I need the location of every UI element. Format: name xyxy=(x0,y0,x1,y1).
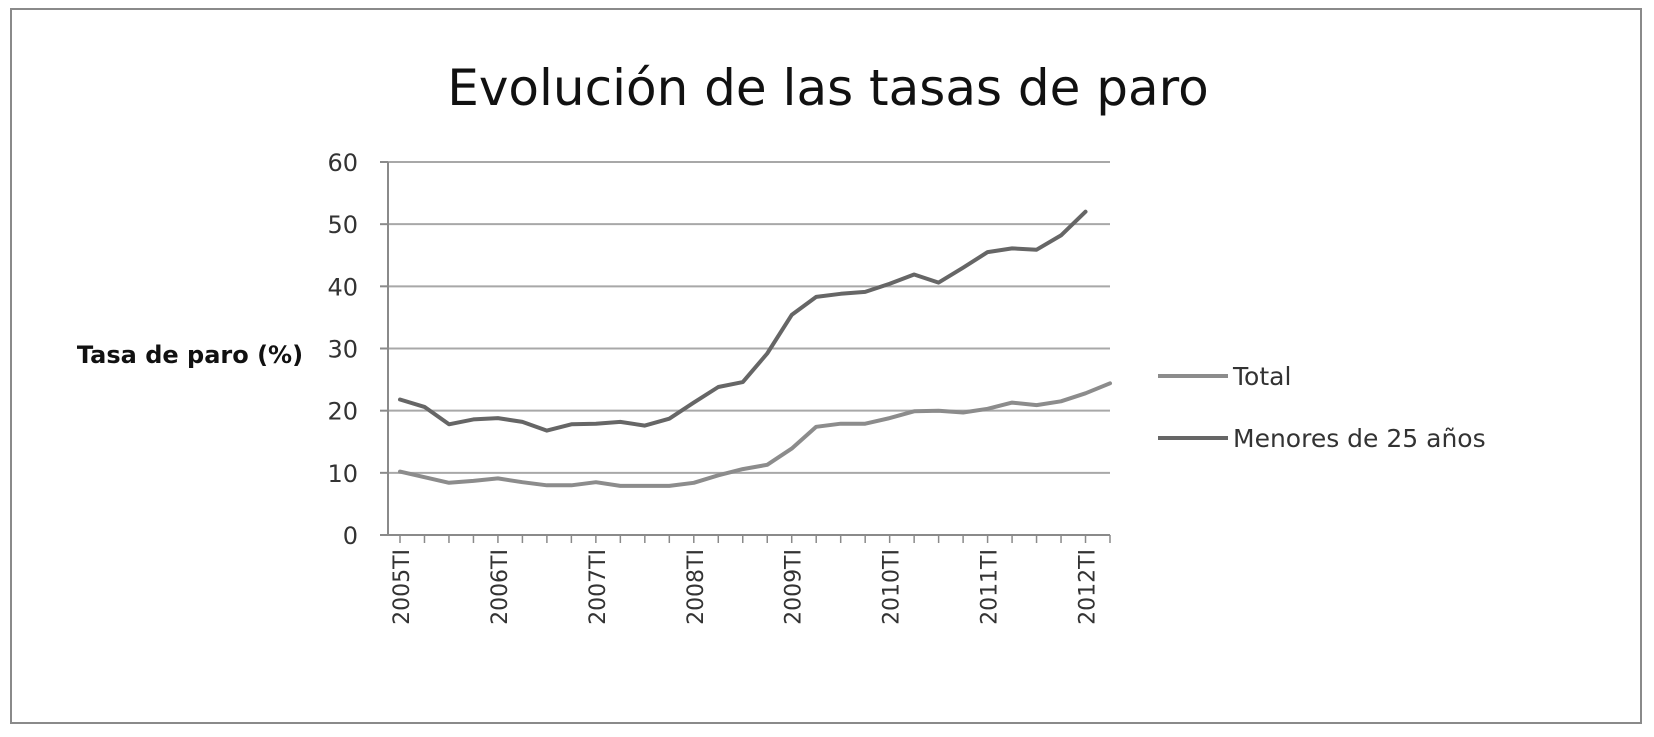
y-tick-label: 0 xyxy=(343,522,358,550)
x-axis-ticks: 2005TI 2006TI 2007TI 2008TI 2009TI 2010TI 2011… xyxy=(390,549,1101,625)
chart-title: Evolución de las tasas de paro xyxy=(447,59,1208,117)
y-tick-label: 40 xyxy=(327,273,358,301)
legend: Total Menores de 25 años xyxy=(1158,362,1486,453)
x-tick-label: 2005TI xyxy=(390,549,415,625)
legend-label: Menores de 25 años xyxy=(1233,424,1486,453)
x-tick-label: 2011TI xyxy=(978,549,1003,625)
x-tick-label: 2009TI xyxy=(782,549,807,625)
series-lines xyxy=(398,209,1112,488)
x-tick-label: 2012TI xyxy=(1076,549,1101,625)
legend-label: Total xyxy=(1232,362,1291,391)
y-tick-label: 20 xyxy=(327,398,358,426)
series-line-0 xyxy=(398,381,1112,488)
y-tick-label: 50 xyxy=(327,211,358,239)
series-line-1 xyxy=(398,209,1088,433)
x-tick-label: 2008TI xyxy=(684,549,709,625)
y-axis-ticks: 0 10 20 30 40 50 60 xyxy=(327,149,358,550)
x-tick-label: 2006TI xyxy=(488,549,513,625)
y-axis-label: Tasa de paro (%) xyxy=(77,341,303,369)
y-tick-label: 30 xyxy=(327,336,358,364)
y-tick-label: 10 xyxy=(327,460,358,488)
axes xyxy=(380,161,1111,543)
chart-frame xyxy=(10,8,1642,724)
x-tick-label: 2007TI xyxy=(586,549,611,625)
y-tick-label: 60 xyxy=(327,149,358,177)
x-tick-label: 2010TI xyxy=(880,549,905,625)
gridlines xyxy=(388,161,1110,474)
